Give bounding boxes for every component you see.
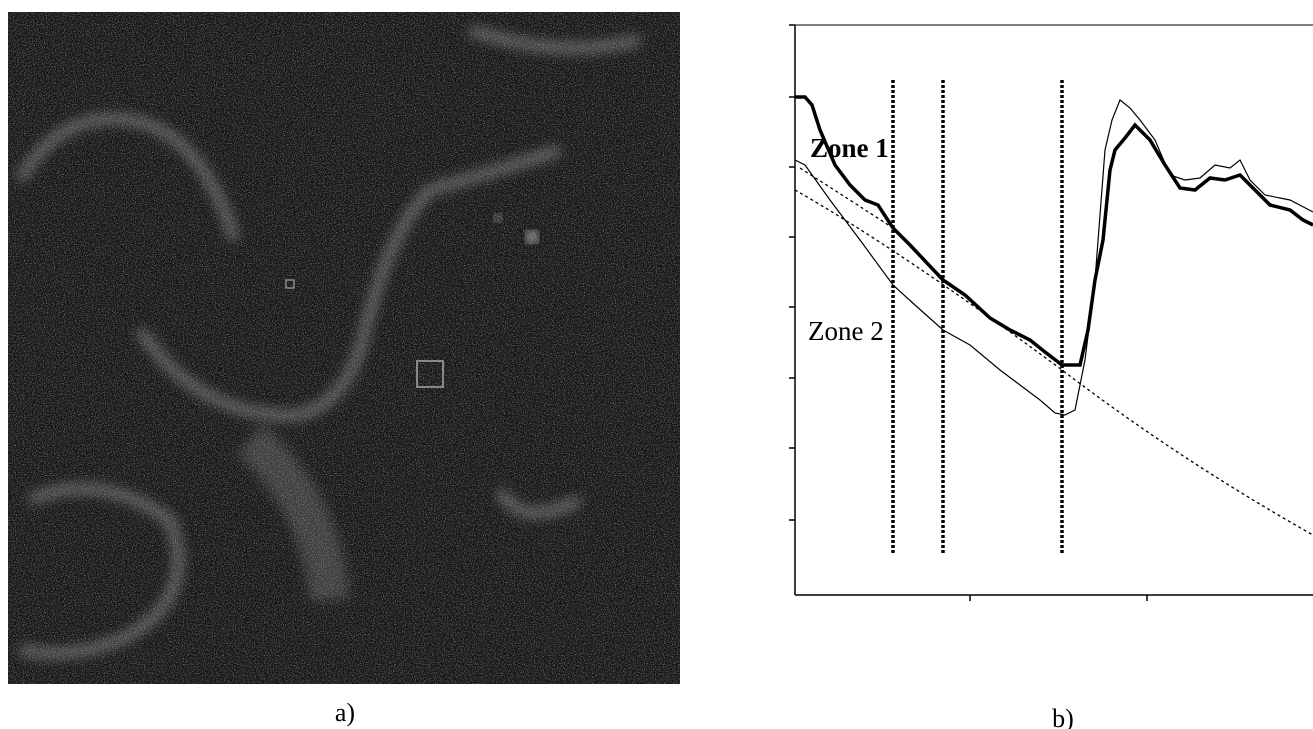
profile-plot bbox=[789, 24, 1313, 601]
zone-label: Zone 2 bbox=[808, 316, 884, 346]
panel-label: a) bbox=[335, 698, 355, 727]
zone-label: Zone 1 bbox=[810, 133, 889, 163]
micrograph bbox=[8, 12, 680, 684]
panel-label: b) bbox=[1052, 704, 1074, 729]
